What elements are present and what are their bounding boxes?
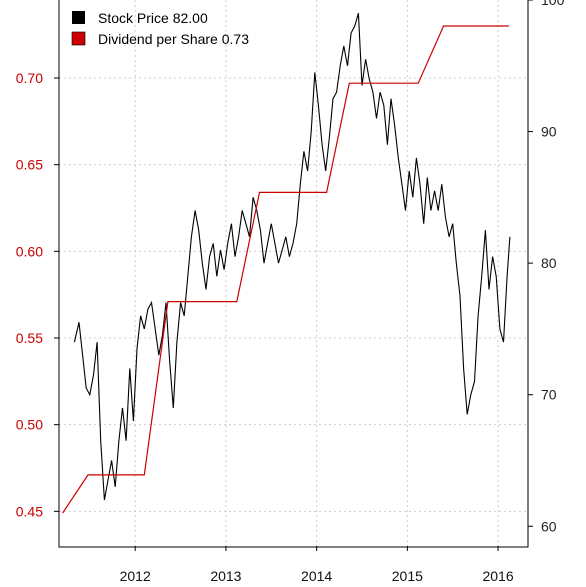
legend-label-stock-price: Stock Price 82.00 [98, 10, 208, 26]
series-layer [62, 13, 511, 514]
series-line-dividend-per-share [62, 25, 509, 514]
right-tick-label: 100 [541, 0, 565, 8]
left-tick-label: 0.60 [16, 243, 43, 259]
left-tick-label: 0.55 [16, 330, 43, 346]
legend: Stock Price 82.00 Dividend per Share 0.7… [71, 10, 249, 47]
right-tick-label: 60 [541, 518, 557, 534]
x-tick-label: 2013 [210, 568, 241, 584]
legend-swatch-stock-price [72, 11, 85, 24]
x-tick-label: 2012 [120, 568, 151, 584]
left-tick-label: 0.45 [16, 503, 43, 519]
grid-lines [59, 0, 528, 546]
x-axis: 2012 2013 2014 2015 2016 [120, 546, 514, 584]
x-tick-label: 2016 [482, 568, 513, 584]
plot-area-border [58, 0, 529, 548]
series-line-stock-price [73, 13, 511, 501]
right-tick-label: 90 [541, 124, 557, 140]
legend-label-dividend: Dividend per Share 0.73 [98, 31, 249, 47]
left-tick-label: 0.65 [16, 157, 43, 173]
x-tick-label: 2014 [301, 568, 332, 584]
right-tick-label: 80 [541, 255, 557, 271]
right-axis: 60 70 80 90 100 [528, 0, 565, 534]
legend-swatch-dividend [71, 31, 86, 46]
right-tick-label: 70 [541, 387, 557, 403]
left-axis: 0.45 0.50 0.55 0.60 0.65 0.70 [16, 70, 59, 519]
left-tick-label: 0.50 [16, 417, 43, 433]
x-tick-label: 2015 [392, 568, 423, 584]
left-tick-label: 0.70 [16, 70, 43, 86]
